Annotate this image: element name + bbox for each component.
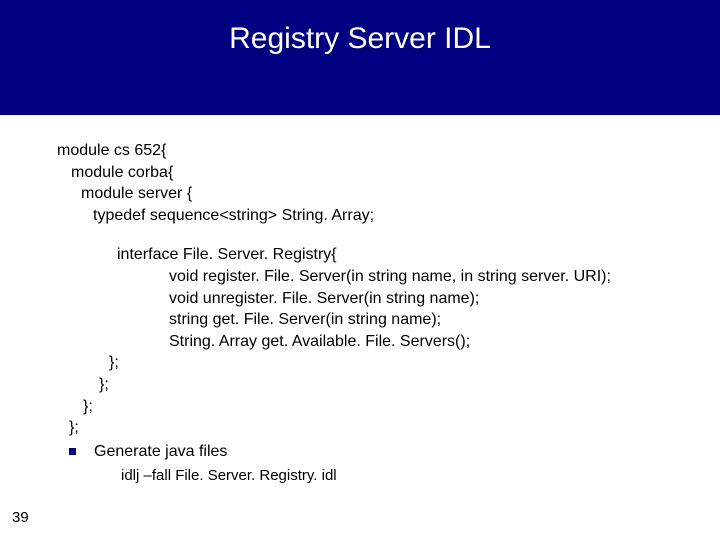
code-line: string get. File. Server(in string name)… <box>57 309 720 331</box>
code-line: module corba{ <box>57 162 720 184</box>
sub-bullet-text: idlj –fall File. Server. Registry. idl <box>57 466 720 486</box>
code-line: module server { <box>57 183 720 205</box>
code-line: void unregister. File. Server(in string … <box>57 288 720 310</box>
code-line: }; <box>57 352 720 374</box>
slide-title: Registry Server IDL <box>229 22 491 56</box>
bullet-text: Generate java files <box>94 441 227 463</box>
code-line: module cs 652{ <box>57 140 720 162</box>
bullet-row: Generate java files <box>57 441 720 463</box>
code-line: }; <box>57 417 720 439</box>
spacer <box>57 226 720 244</box>
code-line: typedef sequence<string> String. Array; <box>57 205 720 227</box>
square-bullet-icon <box>69 448 76 455</box>
code-line: interface File. Server. Registry{ <box>57 244 720 266</box>
code-line: String. Array get. Available. File. Serv… <box>57 331 720 353</box>
code-line: void register. File. Server(in string na… <box>57 266 720 288</box>
page-number: 39 <box>12 509 29 526</box>
code-line: }; <box>57 396 720 418</box>
slide-header: Registry Server IDL <box>0 0 720 115</box>
code-line: }; <box>57 374 720 396</box>
slide-content: module cs 652{ module corba{ module serv… <box>0 115 720 487</box>
